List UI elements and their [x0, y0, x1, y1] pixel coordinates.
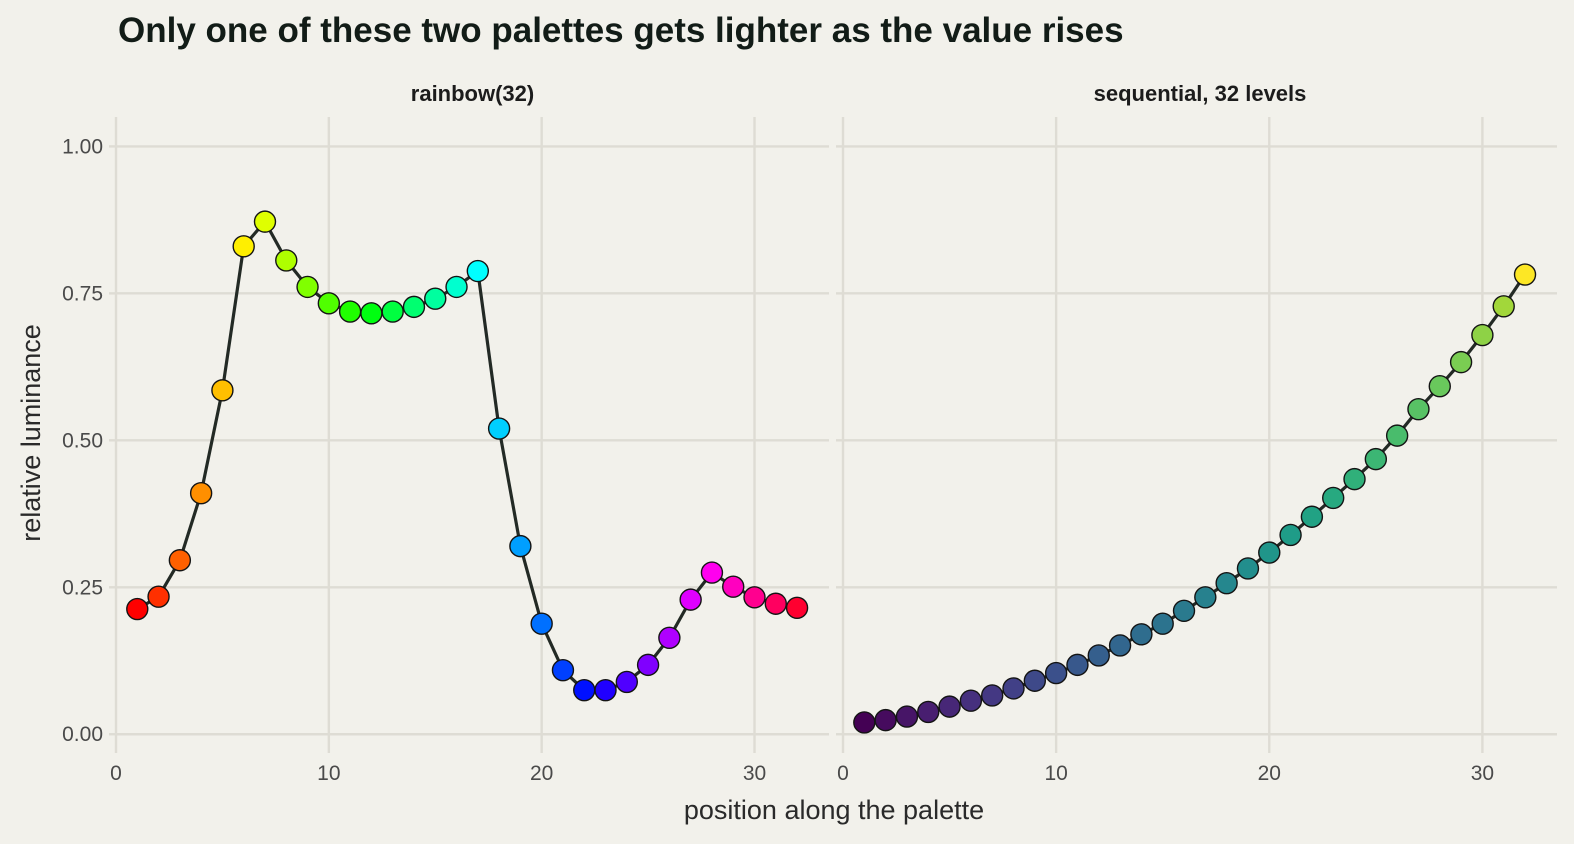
data-point — [1449, 350, 1473, 374]
y-tick-label: 0.75 — [62, 282, 103, 305]
data-point — [1130, 623, 1153, 646]
x-axis-title: position along the palette — [684, 795, 984, 825]
data-point — [1364, 447, 1388, 471]
data-point — [1194, 586, 1217, 609]
data-point — [1044, 661, 1068, 685]
y-tick-label: 1.00 — [62, 135, 103, 158]
panel-2: 0 10 20 30 sequential, 32 levels — [836, 81, 1557, 785]
data-point — [722, 575, 745, 598]
data-point — [1236, 557, 1260, 580]
data-point — [785, 596, 809, 620]
data-point — [917, 700, 940, 724]
data-point — [530, 612, 553, 635]
data-point — [1279, 523, 1302, 547]
y-tick-label: 0.50 — [62, 429, 103, 452]
data-point — [1002, 677, 1025, 700]
data-point — [658, 626, 681, 650]
data-point — [296, 275, 319, 299]
panel-1: 0.00 0.25 0.50 0.75 1.00 0 10 20 30 rainbow(32) — [62, 81, 829, 785]
data-point — [1215, 571, 1238, 595]
data-point — [679, 588, 702, 611]
chart-title: Only one of these two palettes gets ligh… — [118, 11, 1124, 50]
data-point — [615, 670, 639, 694]
x-tick-label: 10 — [317, 762, 340, 785]
data-point — [445, 275, 468, 299]
data-point — [1343, 467, 1366, 491]
data-point — [1428, 375, 1451, 398]
data-point — [487, 417, 511, 440]
data-point — [1023, 669, 1047, 692]
data-point — [189, 482, 213, 505]
data-point — [853, 711, 876, 734]
data-point — [700, 561, 724, 584]
data-point — [594, 678, 617, 702]
x-tick-label: 20 — [1258, 762, 1281, 785]
data-point — [381, 300, 404, 323]
data-point — [253, 210, 277, 233]
data-point — [232, 235, 255, 258]
data-point — [1172, 599, 1196, 622]
data-point — [1471, 323, 1494, 347]
data-point — [1407, 397, 1430, 421]
data-point — [338, 300, 362, 323]
data-point — [211, 379, 234, 402]
facet-label: sequential, 32 levels — [1094, 81, 1307, 106]
data-point — [126, 597, 149, 621]
series-line — [136, 220, 798, 692]
data-point — [1108, 634, 1132, 657]
data-point — [1087, 644, 1110, 667]
data-point — [764, 592, 787, 615]
data-point — [636, 653, 660, 677]
data-point — [466, 259, 490, 283]
data-point — [1385, 424, 1409, 447]
data-point — [743, 586, 766, 609]
data-point — [1300, 505, 1324, 528]
data-point — [424, 287, 447, 310]
data-point — [509, 534, 532, 558]
chart-panels: 0.00 0.25 0.50 0.75 1.00 0 10 20 30 rainbow(32) 0 1… — [62, 81, 1557, 785]
data-point — [1066, 653, 1089, 677]
data-point — [980, 684, 1004, 707]
data-point — [402, 295, 426, 319]
data-point — [959, 689, 983, 712]
y-tick-label: 0.25 — [62, 576, 103, 599]
data-point — [1492, 295, 1515, 318]
series-line — [864, 273, 1527, 725]
data-point — [1258, 541, 1281, 564]
data-point — [1513, 263, 1537, 286]
data-point — [874, 708, 897, 732]
data-point — [1322, 486, 1345, 510]
y-tick-label: 0.00 — [62, 723, 103, 746]
x-tick-label: 0 — [837, 762, 849, 785]
x-tick-label: 10 — [1044, 762, 1067, 785]
data-point — [360, 302, 383, 325]
data-point — [573, 678, 596, 702]
data-point — [938, 695, 961, 718]
x-tick-label: 30 — [743, 762, 766, 785]
facet-label: rainbow(32) — [411, 81, 534, 106]
data-point — [895, 705, 919, 728]
y-axis-title: relative luminance — [16, 324, 46, 542]
data-point — [147, 585, 170, 608]
x-tick-label: 20 — [530, 762, 553, 785]
data-point — [1151, 612, 1174, 635]
data-point — [168, 549, 192, 572]
x-tick-label: 30 — [1471, 762, 1494, 785]
data-point — [317, 292, 341, 315]
data-point — [551, 658, 575, 682]
x-tick-label: 0 — [110, 762, 122, 785]
data-point — [275, 249, 298, 272]
